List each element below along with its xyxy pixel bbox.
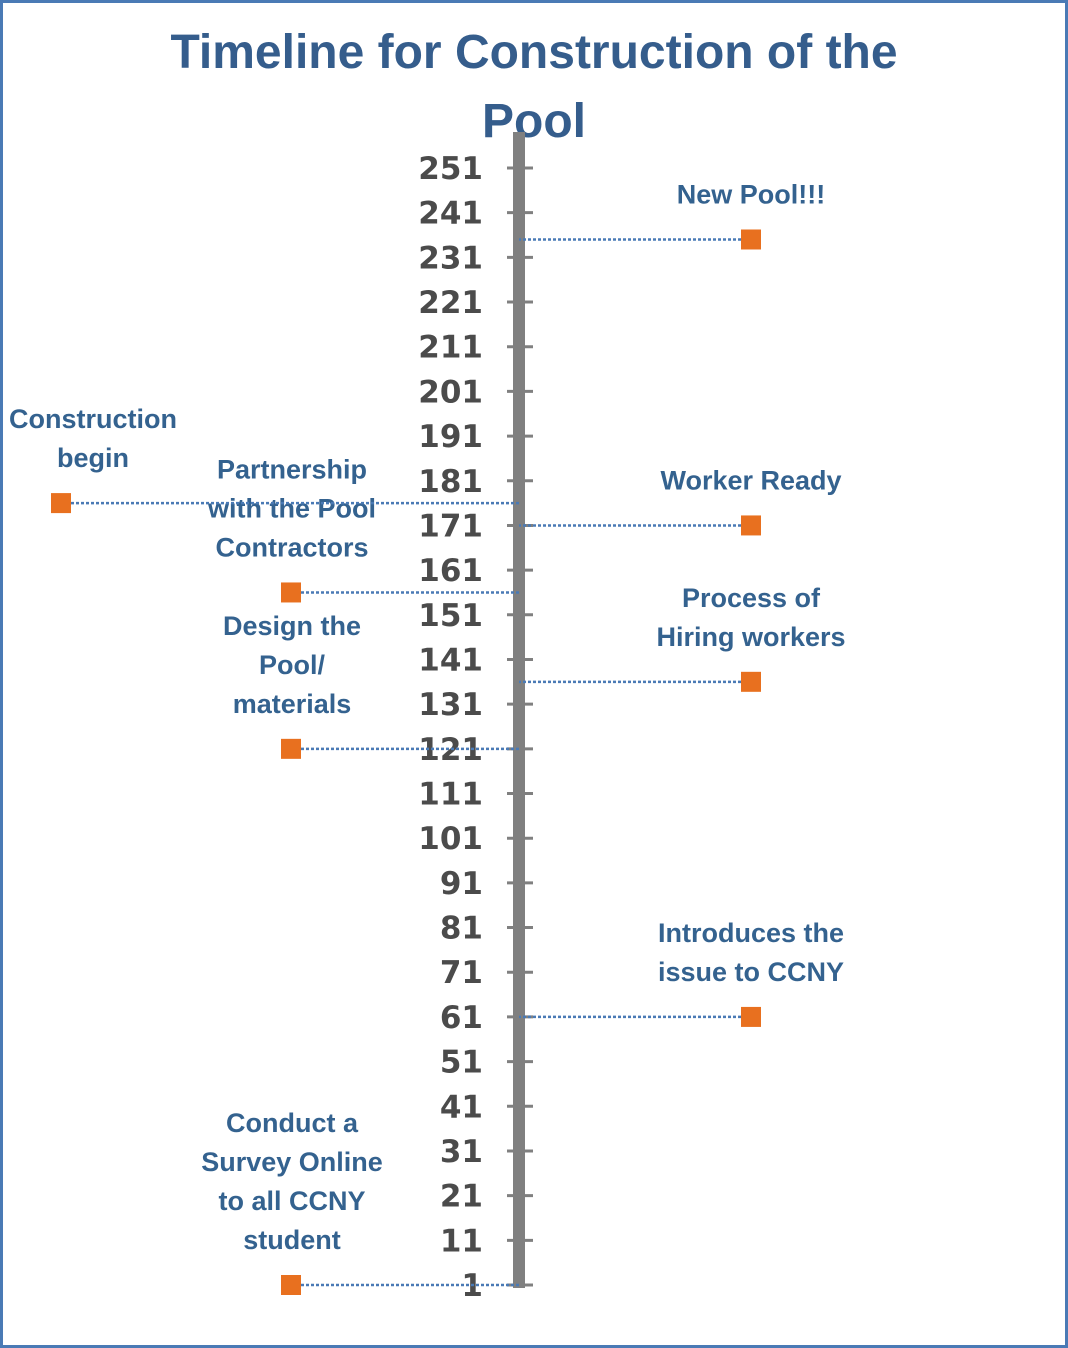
timeline-axis: [513, 132, 525, 1288]
tick-label: 171: [418, 508, 483, 544]
tick-label: 151: [418, 598, 483, 634]
tick-label: 61: [440, 1000, 483, 1036]
tick-label: 21: [440, 1179, 483, 1215]
event-label: Process of: [682, 583, 821, 613]
event-label: Conduct a: [226, 1108, 359, 1138]
tick-label: 41: [440, 1089, 483, 1125]
event-marker: [741, 229, 761, 250]
tick-label: 111: [418, 777, 483, 813]
event-label: materials: [233, 689, 352, 719]
event-marker: [281, 738, 301, 759]
tick-label: 101: [418, 821, 483, 857]
event-label: begin: [57, 443, 129, 473]
chart-title-line: Timeline for Construction of the: [170, 26, 897, 79]
tick-label: 221: [418, 285, 483, 321]
event-label: Contractors: [215, 532, 368, 562]
tick-label: 31: [440, 1134, 483, 1170]
event-marker: [51, 493, 71, 514]
event-label: Construction: [9, 404, 177, 434]
tick-label: 131: [418, 687, 483, 723]
event-label: New Pool!!!: [677, 179, 826, 209]
event-marker: [741, 515, 761, 536]
event-label: Pool/: [259, 650, 325, 680]
tick-label: 181: [418, 464, 483, 500]
tick-label: 251: [418, 151, 483, 187]
tick-label: 51: [440, 1045, 483, 1081]
tick-label: 11: [440, 1223, 483, 1259]
event-label: Hiring workers: [656, 622, 845, 652]
event-label: with the Pool: [207, 493, 376, 523]
event-label: to all CCNY: [218, 1186, 365, 1216]
event-marker: [741, 671, 761, 692]
event-marker: [281, 582, 301, 603]
event-marker: [281, 1275, 301, 1295]
event-label: Worker Ready: [660, 465, 841, 495]
event-label: issue to CCNY: [658, 957, 844, 987]
tick-label: 71: [440, 955, 483, 991]
event-marker: [741, 1006, 761, 1027]
event-label: Survey Online: [201, 1147, 383, 1177]
chart-title-line: Pool: [482, 95, 586, 148]
tick-label: 211: [418, 330, 483, 366]
tick-label: 191: [418, 419, 483, 455]
tick-label: 161: [418, 553, 483, 589]
tick-label: 91: [440, 866, 483, 902]
tick-label: 141: [418, 642, 483, 678]
tick-label: 241: [418, 196, 483, 232]
tick-label: 81: [440, 911, 483, 947]
event-label: Introduces the: [658, 918, 844, 948]
event-label: student: [243, 1225, 341, 1255]
event-label: Partnership: [217, 454, 367, 484]
event-label: Design the: [223, 611, 361, 641]
tick-label: 201: [418, 374, 483, 410]
tick-label: 231: [418, 240, 483, 276]
